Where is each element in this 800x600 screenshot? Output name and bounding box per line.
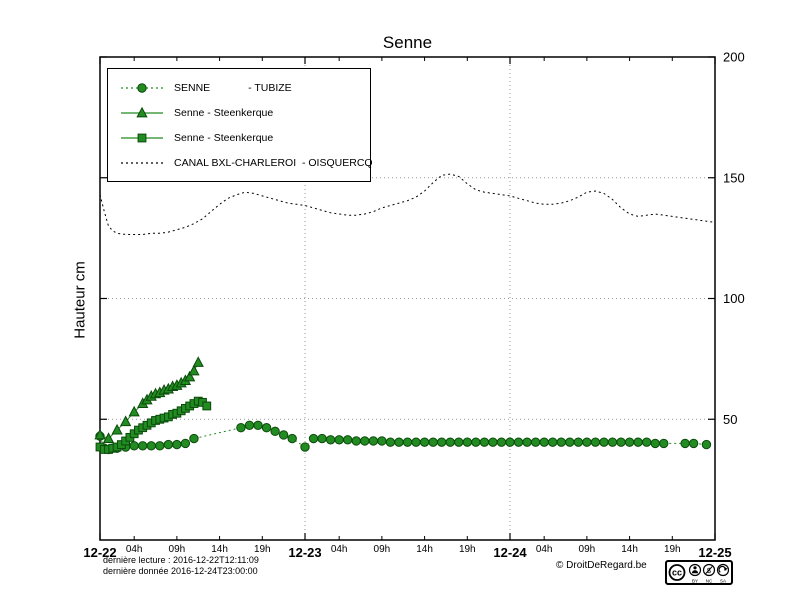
legend-line-marker-icon	[121, 161, 163, 164]
x-axis-hour-label: 14h	[416, 544, 433, 555]
cc-nc-label: NC	[706, 579, 713, 584]
legend-circle-marker-icon	[121, 82, 163, 93]
y-axis-tick-label: 200	[723, 50, 745, 65]
cc-sa-arrow-icon	[718, 565, 728, 573]
legend: SENNE - TUBIZE Senne - Steenkerque Senne…	[107, 68, 373, 182]
chart-title: Senne	[382, 33, 433, 52]
x-axis-hour-label: 19h	[459, 544, 476, 555]
legend-label: Senne - Steenkerque	[174, 131, 274, 144]
x-axis-day-label: 12-24	[493, 545, 527, 560]
x-axis-hour-label: 04h	[536, 544, 553, 555]
x-axis-day-label: 12-23	[288, 545, 321, 560]
y-axis-tick-label: 100	[723, 291, 745, 306]
cc-license-badge: cc $ BY NC SA	[665, 560, 733, 590]
x-axis-hour-label: 14h	[211, 544, 228, 555]
last-reading-text: dernière lecture : 2016-12-22T12:11:09	[103, 555, 259, 565]
series-3	[99, 173, 716, 235]
legend-label: Senne - Steenkerque	[174, 106, 274, 119]
x-axis-hour-label: 19h	[254, 544, 271, 555]
x-axis-hour-label: 09h	[169, 544, 186, 555]
legend-triangle-marker-icon	[121, 106, 163, 117]
x-axis-hour-label: 04h	[331, 544, 348, 555]
y-axis-tick-label: 150	[723, 170, 745, 185]
legend-row-steenkerque-1: Senne - Steenkerque	[118, 100, 366, 125]
legend-row-canal: CANAL BXL-CHARLEROI - OISQUERCQ	[118, 150, 373, 175]
legend-row-steenkerque-2: Senne - Steenkerque	[118, 125, 366, 150]
y-axis-title: Hauteur cm	[71, 261, 89, 339]
last-data-text: dernière donnée 2016-12-24T23:00:00	[103, 566, 258, 576]
copyright-text: © DroitDeRegard.be	[556, 560, 647, 571]
series-1	[94, 356, 204, 443]
series-2	[95, 396, 212, 454]
legend-label: SENNE - TUBIZE	[174, 81, 292, 94]
x-axis-hour-label: 14h	[621, 544, 638, 555]
cc-sa-label: SA	[720, 579, 726, 584]
legend-label: CANAL BXL-CHARLEROI - OISQUERCQ	[174, 156, 373, 169]
x-axis-hour-label: 09h	[374, 544, 391, 555]
cc-by-label: BY	[692, 579, 698, 584]
cc-nc-dollar-icon: $	[705, 566, 713, 575]
legend-square-marker-icon	[121, 133, 163, 142]
y-axis-tick-label: 50	[723, 412, 737, 427]
cc-badge-icon: cc $ BY NC SA	[665, 560, 733, 585]
x-axis-day-label: 12-22	[83, 545, 116, 560]
x-axis-hour-label: 09h	[579, 544, 596, 555]
x-axis-hour-label: 04h	[126, 544, 143, 555]
cc-by-person-icon	[691, 566, 699, 574]
x-axis-hour-label: 19h	[664, 544, 681, 555]
svg-text:$: $	[707, 566, 712, 575]
cc-logo-text: cc	[672, 568, 682, 578]
x-axis-day-label: 12-25	[698, 545, 731, 560]
series-0	[95, 420, 712, 455]
legend-row-tubize: SENNE - TUBIZE	[118, 75, 366, 100]
